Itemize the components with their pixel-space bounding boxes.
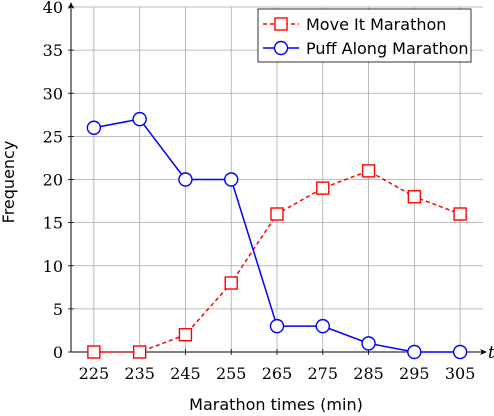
data-point-circle (361, 336, 376, 351)
x-tick-label: 235 (124, 364, 155, 383)
data-point-circle (86, 120, 102, 135)
x-tick-label: 255 (216, 364, 247, 383)
data-point-square (316, 181, 330, 195)
y-tick-label: 5 (53, 300, 63, 319)
data-point-circle (407, 344, 422, 360)
data-point-square (361, 164, 376, 178)
series-1 (87, 164, 467, 359)
x-tick-label: 285 (353, 364, 384, 383)
x-tick-label: 295 (399, 364, 430, 383)
data-point-circle (452, 344, 468, 360)
data-point-square (132, 345, 147, 359)
x-axis-arrow (480, 349, 487, 355)
y-tick-label: 20 (43, 171, 63, 190)
data-point-square (87, 345, 101, 359)
legend-label: Move It Marathon (306, 15, 446, 34)
legend-box (257, 8, 472, 63)
data-point-circle (269, 318, 285, 334)
series (86, 111, 468, 360)
data-point-circle (224, 172, 239, 187)
y-axis-label: Frequency (0, 141, 18, 224)
data-point-square (224, 276, 238, 290)
x-axis-variable: t (488, 343, 494, 363)
y-tick-label: 25 (43, 127, 63, 146)
x-tick-label: 305 (445, 364, 476, 383)
legend: Move It Marathon Puff Along Marathon (257, 8, 472, 63)
data-point-square (407, 190, 422, 204)
data-point-circle (315, 318, 330, 334)
x-axis-label: Marathon times (min) (189, 395, 363, 414)
data-point-square (270, 207, 284, 221)
legend-label: Puff Along Marathon (306, 39, 469, 58)
legend-entry-2: Puff Along Marathon (263, 39, 469, 58)
x-tick-label: 225 (79, 364, 110, 383)
legend-entry-1: Move It Marathon (263, 15, 446, 34)
data-point-square (453, 207, 467, 221)
y-tick-label: 40 (43, 0, 63, 17)
y-tick-label: 10 (43, 257, 63, 276)
tick-labels: 225 235 245 255 265 275 285 295 305 0 5 10 15 20 25 30 3… (43, 0, 476, 383)
x-tick-label: 245 (170, 364, 201, 383)
x-tick-label: 265 (262, 364, 293, 383)
series-2 (86, 111, 468, 360)
data-point-square (178, 328, 193, 342)
y-tick-label: 0 (53, 343, 63, 362)
x-tick-label: 275 (308, 364, 339, 383)
data-point-circle (132, 111, 147, 127)
y-tick-label: 35 (43, 41, 63, 60)
data-point-circle (178, 172, 193, 187)
y-tick-label: 15 (43, 214, 63, 233)
legend-marker-circle (273, 40, 289, 56)
y-tick-label: 30 (43, 84, 63, 103)
legend-marker-square (274, 17, 288, 31)
grid (71, 6, 483, 352)
